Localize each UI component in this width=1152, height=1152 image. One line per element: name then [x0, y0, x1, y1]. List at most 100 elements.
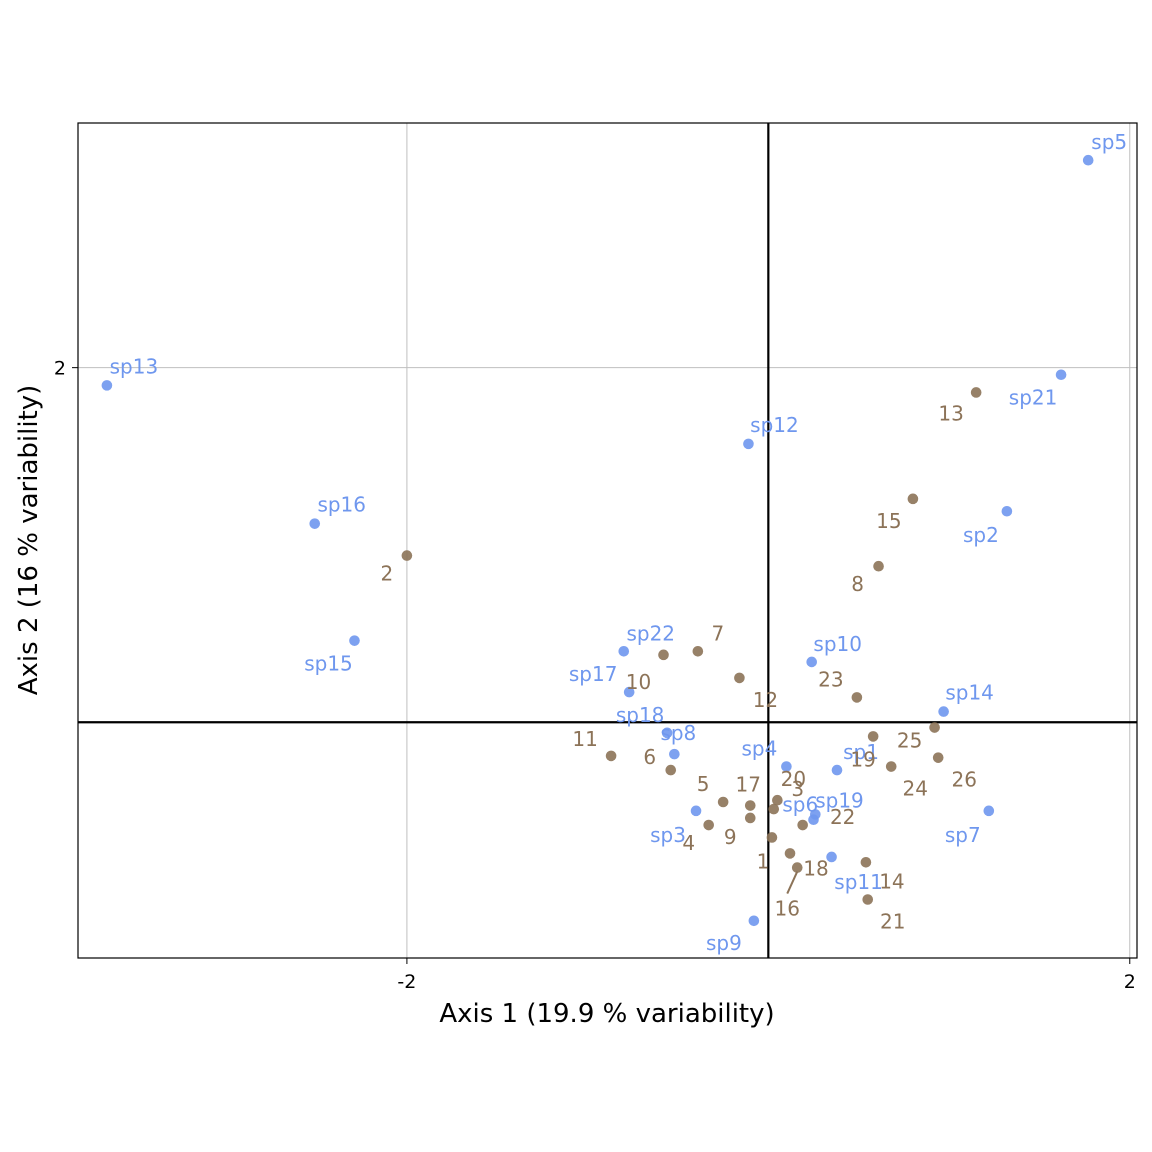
point-20: [772, 794, 783, 806]
point-sp5: [1082, 154, 1094, 166]
point-label-16: 16: [775, 897, 800, 921]
point-sp16: [309, 518, 321, 529]
point-sp18: [661, 727, 673, 739]
point-19: [867, 731, 879, 742]
data-points: [101, 154, 1094, 927]
point-sp10: [806, 656, 818, 668]
point-12: [734, 672, 745, 684]
point-label-25: 25: [897, 729, 922, 753]
point-label-sp4: sp4: [741, 737, 777, 761]
point-label-sp14: sp14: [945, 681, 994, 705]
point-label-26: 26: [951, 768, 976, 792]
grid-lines: [78, 123, 1137, 958]
point-label-6: 6: [643, 745, 656, 769]
point-sp4: [781, 761, 792, 772]
point-label-17: 17: [736, 773, 761, 797]
origin-axes: [78, 123, 1137, 958]
point-16: [791, 862, 803, 873]
point-6: [665, 764, 677, 776]
point-label-sp13: sp13: [110, 354, 159, 378]
point-label-15: 15: [876, 509, 901, 533]
point-15: [907, 493, 919, 505]
point-label-sp2: sp2: [963, 523, 999, 547]
point-label-22: 22: [830, 805, 855, 829]
point-label-sp11: sp11: [834, 870, 883, 894]
point-sp8: [669, 748, 680, 760]
point-label-sp19: sp19: [815, 789, 864, 813]
point-label-23: 23: [818, 667, 843, 691]
point-label-sp6: sp6: [782, 792, 818, 816]
point-label-19: 19: [850, 747, 875, 771]
point-2: [401, 550, 413, 561]
point-label-sp18: sp18: [616, 703, 665, 727]
x-axis-title: Axis 1 (19.9 % variability): [439, 999, 774, 1029]
point-17: [744, 800, 756, 811]
point-label-1: 1: [757, 849, 770, 873]
point-label-sp17: sp17: [569, 662, 618, 686]
point-21: [862, 894, 874, 905]
y-tick-label: 2: [54, 358, 66, 380]
point-8: [873, 560, 884, 572]
point-9: [744, 812, 756, 824]
point-sp11: [826, 851, 837, 863]
point-label-sp9: sp9: [706, 931, 742, 955]
point-label-sp8: sp8: [660, 721, 696, 745]
point-13: [970, 387, 982, 398]
point-sp7: [983, 805, 995, 817]
point-18: [784, 848, 796, 859]
point-label-sp12: sp12: [750, 413, 799, 437]
point-25: [929, 722, 940, 733]
point-5: [717, 796, 729, 808]
point-label-sp5: sp5: [1091, 130, 1127, 154]
leader-line-16: [786, 871, 799, 894]
point-sp1: [831, 764, 843, 776]
point-11: [605, 750, 617, 762]
point-22: [797, 819, 808, 831]
point-label-4: 4: [682, 831, 695, 855]
point-label-12: 12: [753, 688, 778, 712]
point-label-14: 14: [879, 869, 904, 893]
point-label-9: 9: [724, 825, 737, 849]
point-label-10: 10: [626, 670, 651, 694]
point-7: [692, 646, 704, 657]
point-label-2: 2: [381, 562, 394, 586]
point-26: [932, 752, 944, 763]
point-label-18: 18: [803, 856, 828, 880]
point-label-11: 11: [572, 727, 597, 751]
point-4: [703, 819, 715, 831]
point-label-24: 24: [902, 777, 927, 801]
point-label-7: 7: [711, 621, 724, 645]
point-label-sp16: sp16: [317, 493, 366, 517]
x-tick-label: -2: [397, 971, 416, 993]
point-sp9: [748, 915, 760, 927]
point-3: [768, 803, 780, 815]
point-sp2: [1001, 505, 1013, 517]
point-10: [658, 649, 669, 661]
point-sp13: [101, 380, 113, 391]
point-label-sp10: sp10: [813, 632, 862, 656]
point-sp17: [623, 686, 635, 698]
point-label-8: 8: [851, 572, 864, 596]
point-label-21: 21: [880, 909, 905, 933]
point-label-5: 5: [697, 772, 710, 796]
plot-frame: [77, 122, 1138, 959]
point-1: [766, 832, 778, 843]
point-23: [851, 692, 863, 703]
point-label-sp15: sp15: [304, 652, 353, 676]
point-sp19: [808, 814, 819, 826]
point-24: [885, 761, 897, 772]
point-label-20: 20: [781, 767, 806, 791]
point-labels: sp1 sp2 sp3 sp4 sp5 sp6 sp7 sp8 sp9 sp10 sp11 sp12 s…: [110, 130, 1128, 955]
y-axis-title: Axis 2 (16 % variability): [14, 385, 44, 696]
point-label-3: 3: [791, 777, 804, 801]
point-sp3: [690, 805, 702, 817]
point-label-sp3: sp3: [650, 823, 686, 847]
point-label-sp22: sp22: [626, 621, 675, 645]
axis-ticks: -2 22: [54, 358, 1136, 993]
point-14: [860, 856, 872, 868]
point-label-sp21: sp21: [1009, 386, 1058, 410]
point-label-13: 13: [938, 401, 963, 425]
point-label-sp1: sp1: [843, 740, 879, 764]
point-sp22: [618, 646, 630, 657]
